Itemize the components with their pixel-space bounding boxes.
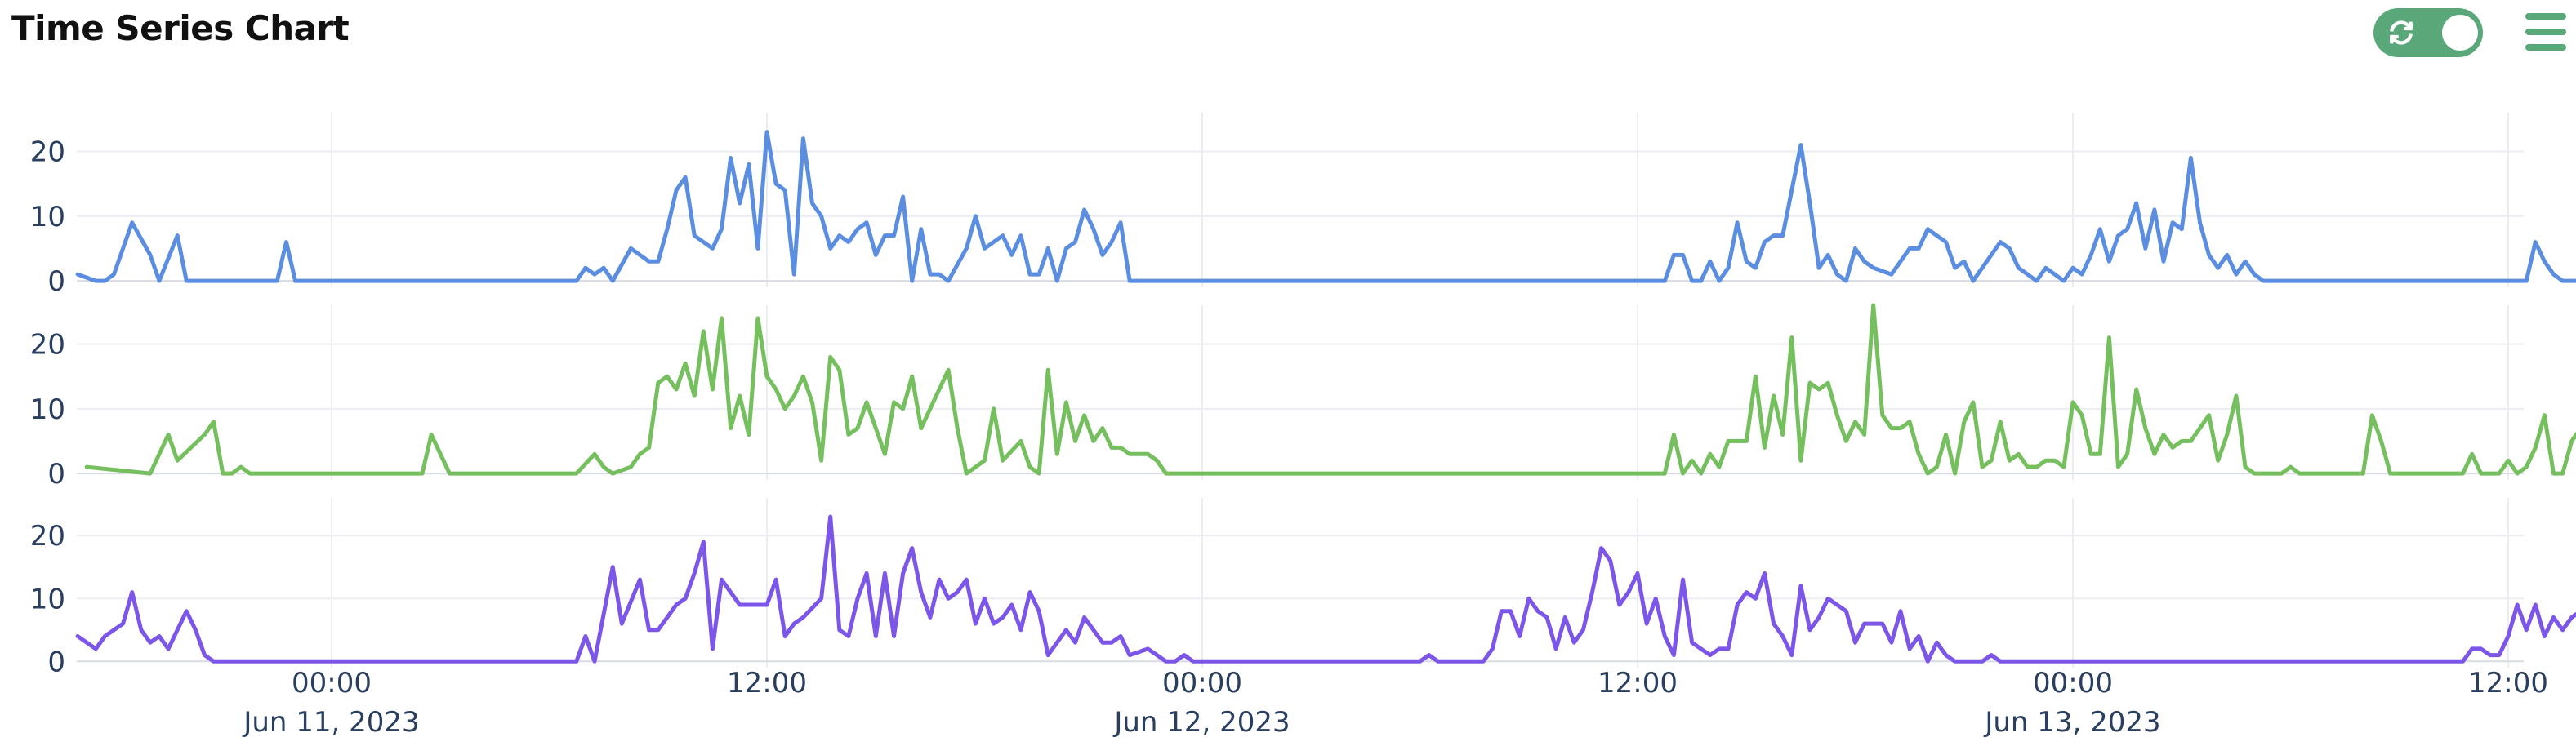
x-tick-date-label: Jun 13, 2023	[1983, 706, 2160, 739]
refresh-icon	[2390, 20, 2413, 45]
auto-refresh-toggle[interactable]	[2373, 8, 2483, 57]
x-tick-label: 12:00	[1598, 667, 1678, 699]
y-tick-label: 0	[47, 458, 65, 491]
page-title: Time Series Chart	[11, 8, 350, 48]
y-tick-label: 0	[47, 265, 65, 298]
x-tick-date-label: Jun 11, 2023	[242, 706, 419, 739]
y-tick-label: 10	[30, 393, 65, 426]
toggle-knob	[2442, 15, 2478, 51]
series-2-line	[84, 303, 2576, 476]
y-tick-label: 20	[30, 520, 65, 553]
y-tick-label: 10	[30, 583, 65, 615]
x-tick-date-label: Jun 12, 2023	[1112, 706, 1290, 739]
y-tick-label: 0	[47, 646, 65, 678]
y-tick-label: 10	[30, 201, 65, 233]
grid-lines	[77, 113, 2524, 668]
x-tick-label: 12:00	[2468, 667, 2548, 699]
x-tick-label: 00:00	[2033, 667, 2113, 699]
axes: 0 10 20 0 10 20 0 10 20 00:00 Jun 11, 2023 12:00 00:…	[30, 136, 2548, 739]
series-3-line	[75, 514, 2576, 664]
series-layer	[75, 130, 2576, 664]
y-tick-label: 20	[30, 329, 65, 362]
x-tick-label: 12:00	[727, 667, 807, 699]
x-tick-label: 00:00	[1162, 667, 1242, 699]
series-1-line	[75, 130, 2576, 283]
y-tick-label: 20	[30, 136, 65, 169]
hamburger-menu-icon[interactable]	[2525, 13, 2566, 52]
x-tick-label: 00:00	[292, 667, 372, 699]
